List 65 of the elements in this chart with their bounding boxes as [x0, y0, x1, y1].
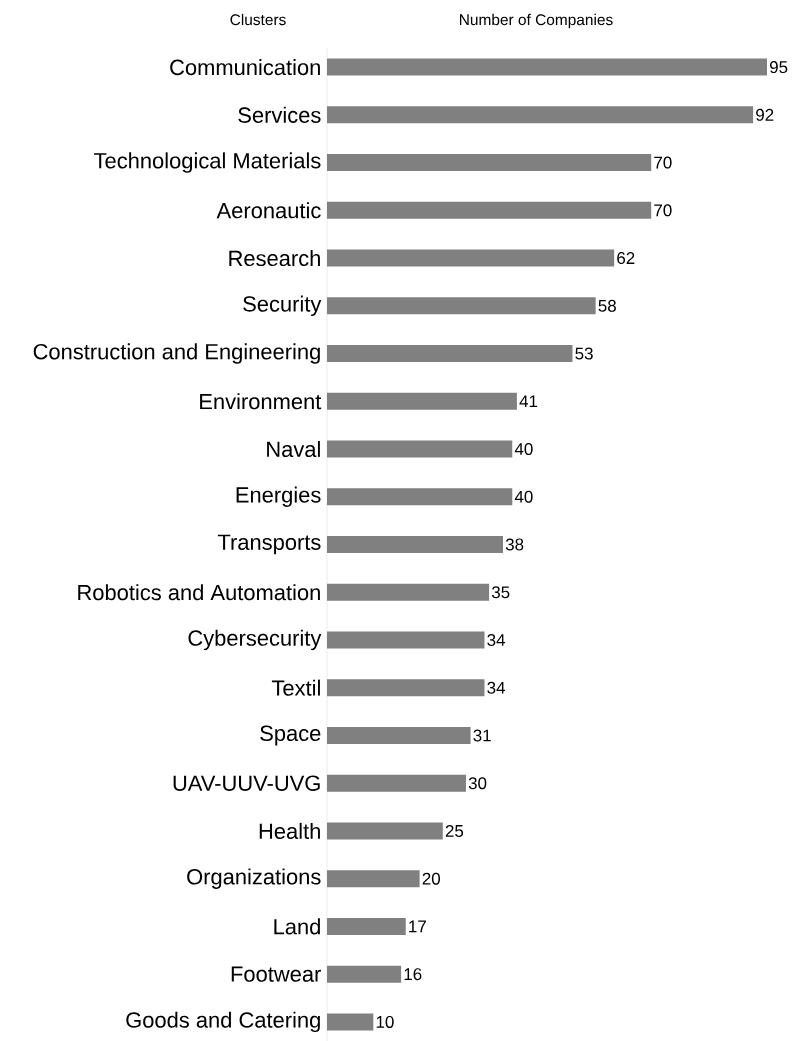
bar: [327, 679, 485, 697]
y-tick-label: Land: [274, 918, 320, 935]
y-tick-label: Security: [243, 295, 322, 317]
y-tick-label: Naval: [267, 440, 320, 458]
y-tick-label: Aeronautic: [216, 202, 321, 219]
y-tick-label: Services: [238, 106, 321, 123]
bar: [327, 297, 596, 315]
data-label: 35: [491, 586, 510, 599]
bar: [327, 917, 406, 935]
bar: [327, 488, 513, 506]
y-tick-label: Robotics and Automation: [78, 584, 320, 601]
y-tick-label: Health: [259, 822, 320, 839]
y-tick-label: Communication: [170, 59, 320, 76]
data-label: 70: [654, 156, 672, 169]
data-label: 10: [376, 1015, 394, 1028]
bar: [327, 870, 420, 888]
data-label: 25: [445, 824, 464, 837]
data-label: 92: [756, 108, 774, 121]
y-tick-label: UAV-UUV-UVG: [173, 775, 320, 791]
data-label: 31: [473, 729, 491, 742]
bar: [327, 345, 573, 363]
bar: [327, 201, 652, 219]
data-label: 20: [422, 872, 441, 885]
y-tick-label: Goods and Catering: [126, 1011, 320, 1033]
y-tick-label: Environment: [200, 393, 322, 410]
data-label: 53: [575, 347, 593, 360]
data-label: 41: [519, 395, 538, 408]
data-label: 40: [514, 490, 533, 503]
y-tick-label: Transports: [217, 534, 321, 555]
data-label: 40: [514, 443, 533, 456]
bar: [327, 726, 471, 744]
bar: [327, 440, 513, 458]
data-label: 38: [505, 538, 524, 551]
x-axis-title: Number of Companies: [460, 13, 613, 29]
bar: [327, 58, 767, 76]
y-tick-label: Research: [229, 250, 320, 267]
bar: [327, 392, 517, 410]
y-tick-label: Textil: [271, 679, 320, 696]
bar: [327, 631, 485, 649]
y-tick-label: Energies: [236, 486, 321, 507]
data-label: 95: [770, 61, 788, 74]
data-label: 17: [409, 920, 426, 933]
y-tick-label: Cybersecurity: [188, 629, 322, 651]
y-tick-label: Organizations: [187, 868, 321, 889]
data-label: 16: [404, 968, 422, 981]
data-label: 30: [468, 777, 487, 790]
data-label: 62: [617, 252, 635, 265]
bar: [327, 583, 490, 601]
bar: [327, 106, 754, 124]
bar: [327, 1013, 374, 1031]
y-tick-label: Footwear: [231, 966, 321, 982]
data-label: 70: [654, 204, 672, 217]
data-label: 34: [487, 633, 506, 646]
bar: [327, 536, 503, 553]
y-tick-label: Space: [260, 725, 321, 746]
data-label: 34: [487, 681, 506, 694]
y-tick-label: Technological Materials: [94, 152, 321, 173]
bar: [327, 154, 652, 172]
bar: [327, 822, 443, 840]
y-tick-label: Construction and Engineering: [33, 343, 320, 364]
bar: [327, 965, 402, 983]
data-label: 58: [598, 299, 616, 312]
bar: [327, 774, 466, 792]
bar: [327, 249, 615, 267]
y-axis-title: Clusters: [230, 13, 286, 26]
